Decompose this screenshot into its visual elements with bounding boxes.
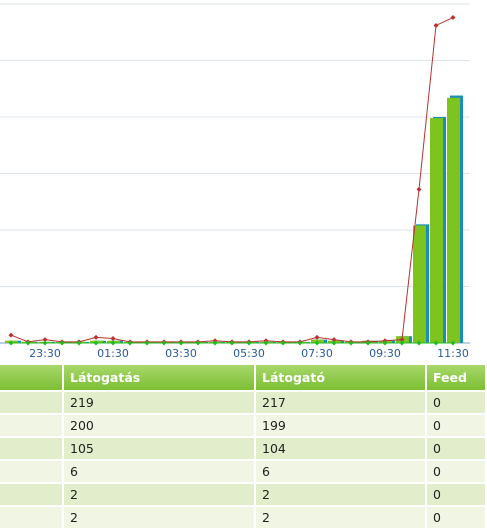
chart: 23:30 01:30 03:30 05:30 07:30 09:30 11:30 — [0, 3, 470, 360]
table-cell — [0, 505, 64, 528]
header-row: Látogatás Látogató Feed — [0, 365, 487, 391]
header-cell: Feed — [426, 365, 487, 391]
table-cell — [0, 436, 64, 460]
table-cell: 217 — [255, 390, 427, 414]
table-cell — [0, 482, 64, 506]
point — [348, 340, 354, 346]
point — [246, 340, 252, 346]
header-cell: Látogatás — [63, 365, 256, 391]
x-tick-label: 05:30 — [233, 347, 265, 360]
table-row: 105 104 0 — [0, 436, 487, 460]
table-cell: 0 — [426, 390, 487, 414]
point — [110, 340, 116, 346]
table-cell: 2 — [63, 505, 256, 528]
table-cell: 0 — [426, 436, 487, 460]
table-cell: 2 — [255, 505, 427, 528]
table-cell: 0 — [426, 413, 487, 437]
table-row: 200 199 0 — [0, 413, 487, 437]
point — [433, 22, 439, 28]
point — [314, 340, 320, 346]
table-cell: 104 — [255, 436, 427, 460]
point — [450, 15, 456, 21]
point — [280, 340, 286, 346]
point — [93, 334, 99, 340]
point — [433, 340, 439, 346]
header-cell: Látogató — [255, 365, 427, 391]
point — [450, 340, 456, 346]
point — [144, 340, 150, 346]
point — [416, 186, 422, 192]
point — [195, 340, 201, 346]
point — [93, 340, 99, 346]
point — [382, 340, 388, 346]
table-cell: 0 — [426, 505, 487, 528]
bar — [413, 225, 426, 343]
table-cell: 219 — [63, 390, 256, 414]
point — [8, 340, 14, 346]
point — [314, 334, 320, 340]
point — [42, 337, 48, 343]
table-cell: 199 — [255, 413, 427, 437]
x-tick-label: 03:30 — [165, 347, 197, 360]
point — [110, 335, 116, 341]
point — [263, 340, 269, 346]
table-body: 219 217 0 200 199 0 105 104 0 6 6 0 2 2 0 2 2 0 — [0, 390, 487, 528]
line — [10, 17, 454, 343]
point — [365, 340, 371, 346]
table-cell — [0, 390, 64, 414]
point — [161, 340, 167, 346]
table-cell: 0 — [426, 482, 487, 506]
point — [331, 337, 337, 343]
point — [127, 340, 133, 346]
table-cell: 6 — [63, 459, 256, 483]
point — [229, 340, 235, 346]
bar — [430, 118, 443, 343]
point — [297, 340, 303, 346]
point — [8, 332, 14, 338]
point — [42, 340, 48, 346]
point — [416, 340, 422, 346]
table-cell: 105 — [63, 436, 256, 460]
x-tick-label: 11:30 — [437, 347, 469, 360]
point — [399, 337, 405, 343]
point — [76, 340, 82, 346]
point — [59, 340, 65, 346]
table-row: 219 217 0 — [0, 390, 487, 414]
stats-table: Látogatás Látogató Feed 219 217 0 200 199 0 10… — [0, 365, 487, 528]
table-cell: 2 — [63, 482, 256, 506]
table-cell: 200 — [63, 413, 256, 437]
table-cell: 0 — [426, 459, 487, 483]
x-tick-label: 07:30 — [301, 347, 333, 360]
x-tick-label: 01:30 — [97, 347, 129, 360]
point — [178, 340, 184, 346]
bar — [447, 97, 460, 343]
table-cell: 2 — [255, 482, 427, 506]
point — [25, 340, 31, 346]
table-cell — [0, 413, 64, 437]
x-tick-label: 09:30 — [369, 347, 401, 360]
table-cell: 6 — [255, 459, 427, 483]
point — [212, 340, 218, 346]
table-cell — [0, 459, 64, 483]
point — [331, 340, 337, 346]
point — [399, 340, 405, 346]
header-cell — [0, 365, 64, 391]
x-tick-label: 23:30 — [29, 347, 61, 360]
